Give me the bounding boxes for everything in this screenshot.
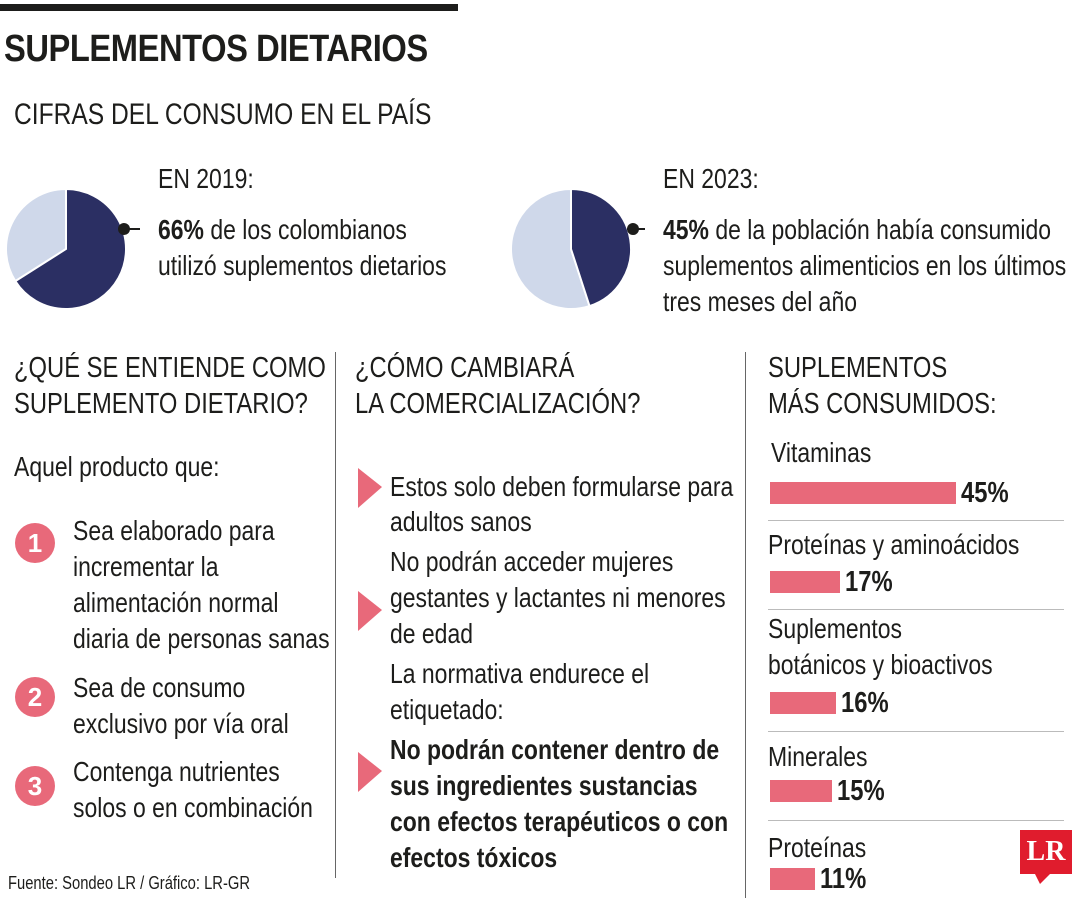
- pie-2023-slice-main: [570, 187, 632, 308]
- pie-chart-2023: [510, 187, 645, 310]
- definition-item-1-line-4: diaria de personas sanas: [73, 623, 330, 654]
- pie-2019-text-2: utilizó suplementos dietarios: [158, 250, 447, 281]
- bar-proteinas-aminoacidos: [770, 571, 840, 593]
- definition-item-3-line-2: solos o en combinación: [73, 792, 313, 823]
- bar-value-vitaminas: 45%: [961, 477, 1009, 509]
- commercialization-line-10: con efectos terapéuticos o con: [390, 806, 729, 837]
- pie-2023-text-1: de la población había consumido: [708, 214, 1052, 245]
- source-note: Fuente: Sondeo LR / Gráfico: LR-GR: [8, 873, 251, 893]
- pie-2023-slice-rest: [510, 187, 591, 310]
- bar-chart-title-1: SUPLEMENTOS: [768, 352, 948, 384]
- definition-item-2-line-1: Sea de consumo: [73, 672, 246, 703]
- bar-value-proteinas: 11%: [820, 863, 867, 895]
- number-badge-1: 1: [15, 523, 55, 563]
- bar-value-proteinas-aminoacidos: 17%: [845, 566, 893, 598]
- pie-2023-text-2: suplementos alimenticios en los últimos: [663, 250, 1067, 281]
- bar-category-vitaminas: Vitaminas: [771, 437, 872, 468]
- bar-botanicos: [770, 692, 836, 714]
- definition-heading-1: ¿QUÉ SE ENTIENDE COMO: [14, 352, 326, 384]
- bar-value-botanicos: 16%: [841, 687, 889, 719]
- column-divider-2: [745, 352, 746, 898]
- bar-category-minerales: Minerales: [768, 741, 868, 772]
- pie-2019-description: 66% de los colombianos: [158, 213, 407, 247]
- bar-category-botanicos-line-1: Suplementos: [768, 613, 903, 644]
- commercialization-line-11: efectos tóxicos: [390, 842, 558, 873]
- number-badge-2: 2: [15, 677, 55, 717]
- commercialization-line-7: etiquetado:: [390, 694, 504, 725]
- lr-logo-tail-icon: [1034, 872, 1052, 884]
- bar-category-proteinas: Proteínas: [768, 832, 867, 863]
- commercialization-line-4: gestantes y lactantes ni menores: [390, 582, 726, 613]
- lr-logo: LR: [1020, 830, 1072, 874]
- commercialization-heading-2: LA COMERCIALIZACIÓN?: [355, 388, 641, 420]
- definition-item-3-line-1: Contenga nutrientes: [73, 756, 280, 787]
- pie-2023-percent: 45%: [663, 214, 709, 245]
- bar-row-divider-1: [768, 520, 1064, 521]
- pie-2023-description: 45% de la población había consumido: [663, 213, 1051, 247]
- definition-item-1-line-1: Sea elaborado para: [73, 515, 275, 546]
- triangle-bullet-2-icon: [358, 591, 382, 631]
- commercialization-line-8: No podrán contener dentro de: [390, 734, 720, 765]
- definition-item-1-line-3: alimentación normal: [73, 587, 279, 618]
- bar-row-divider-4: [768, 820, 1064, 821]
- top-rule: [0, 4, 458, 11]
- bar-row-divider-2: [768, 609, 1064, 610]
- bar-minerales: [770, 780, 832, 802]
- bar-proteinas: [770, 868, 815, 890]
- pie-2023-pointer-dot: [627, 223, 639, 235]
- pie-2019-text-1: de los colombianos: [203, 214, 407, 245]
- commercialization-line-3: No podrán acceder mujeres: [390, 546, 674, 577]
- column-divider-1: [335, 352, 336, 878]
- commercialization-line-2: adultos sanos: [390, 506, 532, 537]
- triangle-bullet-3-icon: [358, 752, 382, 792]
- definition-heading-2: SUPLEMENTO DIETARIO?: [14, 388, 308, 420]
- pie-2023-text-3: tres meses del año: [663, 286, 857, 317]
- triangle-bullet-1-icon: [358, 468, 382, 508]
- pie-2019-slice-main: [13, 187, 127, 310]
- bar-chart-title-2: MÁS CONSUMIDOS:: [768, 388, 997, 420]
- pie-2019-pointer-dot: [118, 223, 130, 235]
- commercialization-heading-1: ¿CÓMO CAMBIARÁ: [355, 352, 575, 384]
- commercialization-line-9: sus ingredientes sustancias: [390, 770, 698, 801]
- pie-2019-percent: 66%: [158, 214, 204, 245]
- page-subtitle: CIFRAS DEL CONSUMO EN EL PAÍS: [14, 98, 432, 131]
- page-title: SUPLEMENTOS DIETARIOS: [4, 28, 428, 70]
- bar-row-divider-3: [768, 731, 1064, 732]
- commercialization-line-6: La normativa endurece el: [390, 658, 650, 689]
- commercialization-line-1: Estos solo deben formularse para: [390, 471, 734, 502]
- bar-category-botanicos-line-2: botánicos y bioactivos: [768, 649, 993, 680]
- definition-intro: Aquel producto que:: [14, 451, 220, 482]
- definition-item-2-line-2: exclusivo por vía oral: [73, 708, 289, 739]
- pie-2023-year: EN 2023:: [663, 163, 759, 194]
- commercialization-line-5: de edad: [390, 618, 473, 649]
- definition-item-1-line-2: incrementar la: [73, 551, 219, 582]
- bar-vitaminas: [770, 482, 956, 504]
- bar-value-minerales: 15%: [837, 775, 885, 807]
- number-badge-3: 3: [15, 766, 55, 806]
- pie-chart-2019: [5, 187, 140, 310]
- pie-2019-year: EN 2019:: [158, 163, 254, 194]
- bar-category-proteinas-aminoacidos: Proteínas y aminoácidos: [768, 529, 1020, 560]
